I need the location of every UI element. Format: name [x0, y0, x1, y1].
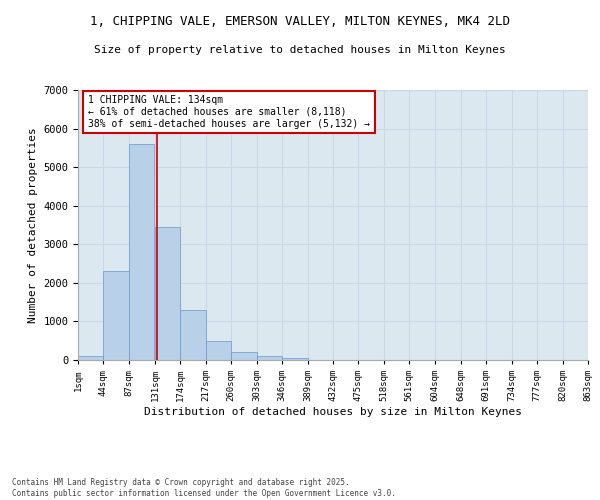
Bar — [231, 352, 257, 360]
Y-axis label: Number of detached properties: Number of detached properties — [28, 127, 38, 323]
Bar — [206, 340, 231, 360]
Bar — [78, 356, 103, 360]
Bar — [282, 358, 308, 360]
Bar — [103, 272, 129, 360]
Bar — [181, 310, 206, 360]
Text: Contains HM Land Registry data © Crown copyright and database right 2025.
Contai: Contains HM Land Registry data © Crown c… — [12, 478, 396, 498]
Text: Size of property relative to detached houses in Milton Keynes: Size of property relative to detached ho… — [94, 45, 506, 55]
Bar — [155, 227, 181, 360]
X-axis label: Distribution of detached houses by size in Milton Keynes: Distribution of detached houses by size … — [144, 407, 522, 417]
Text: 1, CHIPPING VALE, EMERSON VALLEY, MILTON KEYNES, MK4 2LD: 1, CHIPPING VALE, EMERSON VALLEY, MILTON… — [90, 15, 510, 28]
Text: 1 CHIPPING VALE: 134sqm
← 61% of detached houses are smaller (8,118)
38% of semi: 1 CHIPPING VALE: 134sqm ← 61% of detache… — [88, 96, 370, 128]
Bar — [129, 144, 154, 360]
Bar — [257, 356, 282, 360]
